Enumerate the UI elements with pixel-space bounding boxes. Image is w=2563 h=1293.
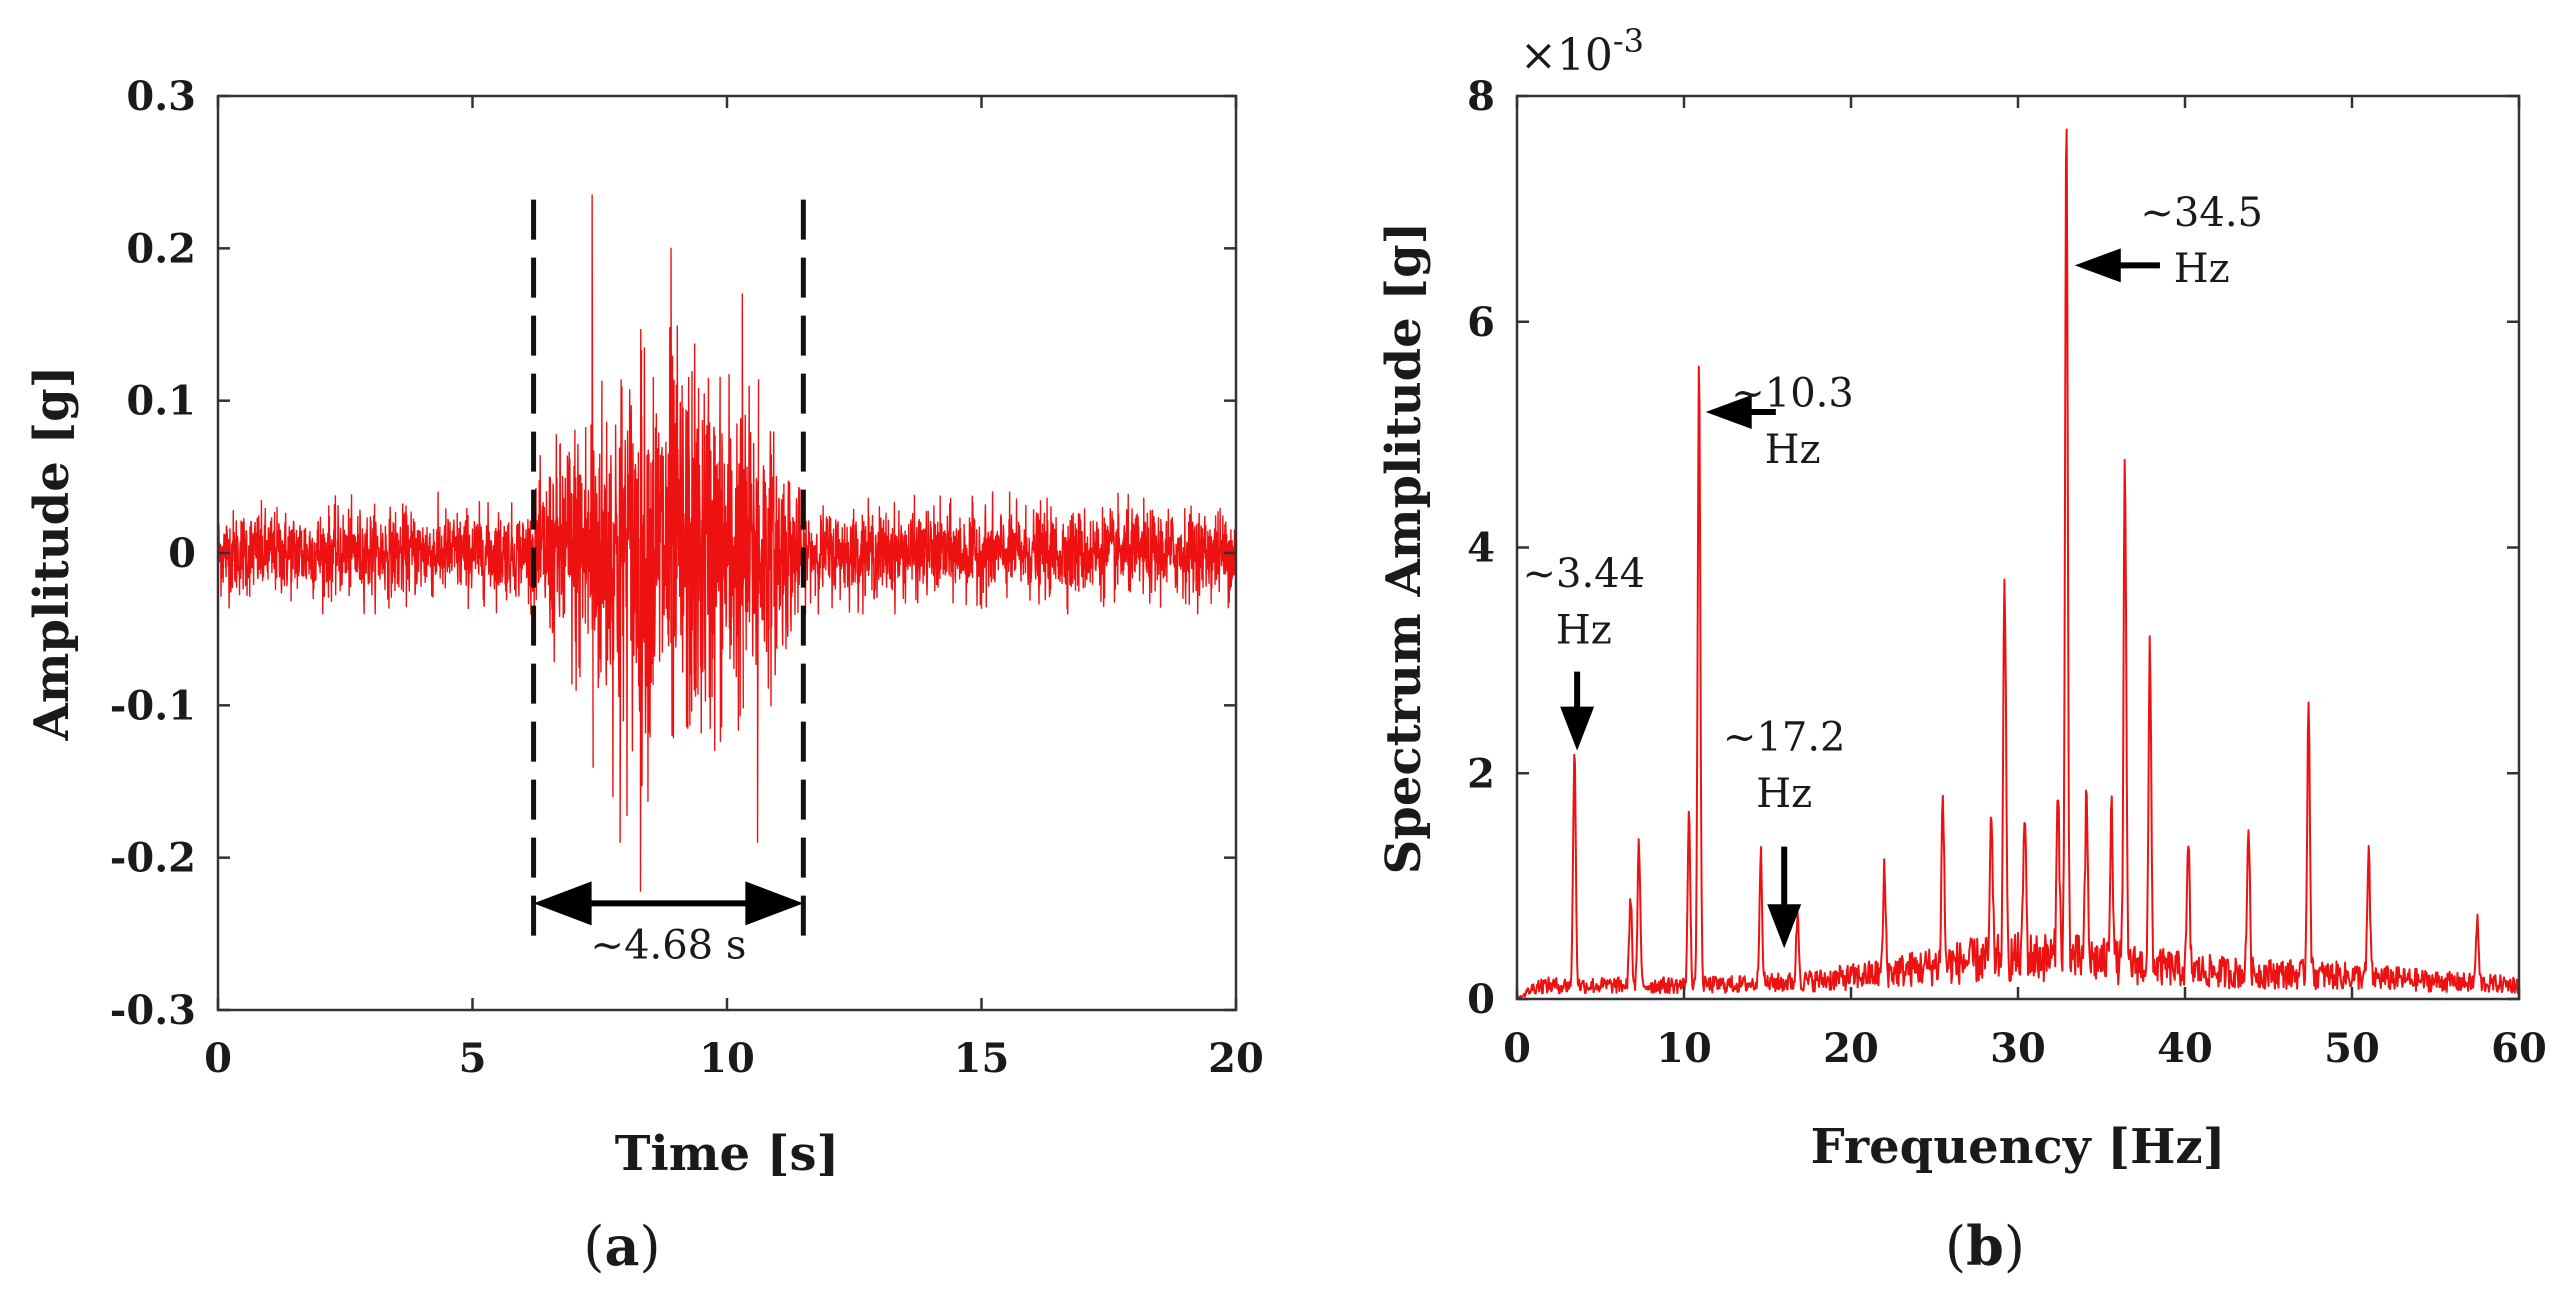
ylabel-b: Spectrum Amplitude [g] bbox=[1376, 222, 1432, 875]
axis-ticks-a: 0 5 10 15 20 -0.3 -0.2 -0.1 0 0.1 0.2 0.3 bbox=[110, 73, 1264, 1082]
y-multiplier-exponent: -3 bbox=[1613, 22, 1644, 60]
annotation-frequency-value: ~34.5 bbox=[2140, 190, 2263, 236]
x-tick-label-b: 30 bbox=[1990, 1025, 2046, 1072]
annotation-arrowhead bbox=[1767, 904, 1802, 949]
peak-annotation: ~10.3 Hz bbox=[1705, 370, 1854, 473]
x-tick-label-b: 10 bbox=[1656, 1025, 1712, 1072]
xlabel-b: Frequency [Hz] bbox=[1811, 1119, 2226, 1175]
y-tick-label-a: 0.2 bbox=[126, 225, 196, 272]
duration-arrowhead-left bbox=[533, 881, 592, 926]
annotation-arrowhead bbox=[1705, 395, 1752, 430]
y-tick-label-a: -0.1 bbox=[110, 682, 196, 729]
x-tick-label-a: 10 bbox=[699, 1035, 755, 1082]
duration-arrowhead-right bbox=[745, 881, 804, 926]
plot-area-b: 0 10 20 30 40 50 60 0 2 4 6 8 ~3.44 Hz ~10.3 Hz ~17.2 Hz… bbox=[1467, 73, 2547, 1072]
y-tick-label-a: -0.2 bbox=[110, 835, 196, 882]
annotation-frequency-unit: Hz bbox=[1765, 427, 1821, 473]
y-multiplier: ×10-3 bbox=[1520, 22, 1644, 81]
event-window-markers: ~4.68 s bbox=[531, 199, 806, 968]
panel-letter-a: a bbox=[605, 1214, 640, 1278]
y-multiplier-base: ×10 bbox=[1520, 30, 1613, 81]
y-tick-label-b: 4 bbox=[1467, 525, 1495, 572]
y-tick-label-a: 0.1 bbox=[126, 378, 196, 425]
panel-label-a: (a) bbox=[583, 1214, 660, 1278]
y-tick-label-a: 0.3 bbox=[126, 73, 196, 120]
x-tick-label-b: 40 bbox=[2157, 1025, 2213, 1072]
y-tick-label-b: 6 bbox=[1467, 299, 1495, 346]
x-tick-label-b: 20 bbox=[1823, 1025, 1879, 1072]
spectrum-series bbox=[1516, 128, 2520, 1000]
time-history-series bbox=[217, 194, 1237, 892]
x-tick-label-b: 50 bbox=[2324, 1025, 2380, 1072]
plot-frame-b bbox=[1515, 94, 2521, 1001]
x-tick-label-a: 20 bbox=[1208, 1035, 1264, 1082]
y-tick-label-b: 8 bbox=[1467, 73, 1495, 120]
x-tick-label-a: 15 bbox=[954, 1035, 1010, 1082]
x-tick-label-b: 0 bbox=[1503, 1025, 1531, 1072]
annotation-frequency-unit: Hz bbox=[1756, 771, 1812, 817]
peak-annotation: ~34.5 Hz bbox=[2074, 190, 2263, 292]
plot-area-a: 0 5 10 15 20 -0.3 -0.2 -0.1 0 0.1 0.2 0.3 ~4.68 s bbox=[110, 73, 1264, 1082]
chart-panel-b: 0 10 20 30 40 50 60 0 2 4 6 8 ~3.44 Hz ~10.3 Hz ~17.2 Hz… bbox=[1376, 22, 2547, 1278]
x-tick-label-a: 5 bbox=[459, 1035, 487, 1082]
annotation-frequency-value: ~3.44 bbox=[1523, 551, 1646, 597]
y-tick-label-b: 0 bbox=[1467, 976, 1495, 1023]
peak-annotations: ~3.44 Hz ~10.3 Hz ~17.2 Hz ~34.5 Hz bbox=[1523, 190, 2263, 949]
annotation-frequency-value: ~17.2 bbox=[1723, 715, 1846, 761]
peak-annotation: ~3.44 Hz bbox=[1523, 551, 1646, 751]
peak-annotation: ~17.2 Hz bbox=[1723, 715, 1846, 949]
chart-panel-a: 0 5 10 15 20 -0.3 -0.2 -0.1 0 0.1 0.2 0.3 ~4.68 s A… bbox=[24, 73, 1264, 1278]
plot-frame-a bbox=[216, 94, 1238, 1012]
annotation-frequency-unit: Hz bbox=[2174, 246, 2230, 292]
y-tick-label-a: -0.3 bbox=[110, 987, 196, 1034]
y-tick-label-a: 0 bbox=[168, 530, 196, 577]
annotation-frequency-unit: Hz bbox=[1556, 607, 1612, 653]
panel-label-b: (b) bbox=[1945, 1214, 2025, 1278]
duration-label: ~4.68 s bbox=[591, 922, 747, 968]
x-tick-label-a: 0 bbox=[204, 1035, 232, 1082]
panel-letter-b: b bbox=[1966, 1214, 2004, 1278]
annotation-arrowhead bbox=[2074, 248, 2121, 283]
annotation-frequency-value: ~10.3 bbox=[1731, 370, 1854, 416]
y-tick-label-b: 2 bbox=[1467, 750, 1495, 797]
xlabel-a: Time [s] bbox=[615, 1126, 839, 1182]
annotation-arrowhead bbox=[1560, 706, 1595, 751]
ylabel-a: Amplitude [g] bbox=[24, 366, 80, 742]
axis-ticks-b: 0 10 20 30 40 50 60 0 2 4 6 8 bbox=[1467, 73, 2547, 1072]
x-tick-label-b: 60 bbox=[2491, 1025, 2547, 1072]
